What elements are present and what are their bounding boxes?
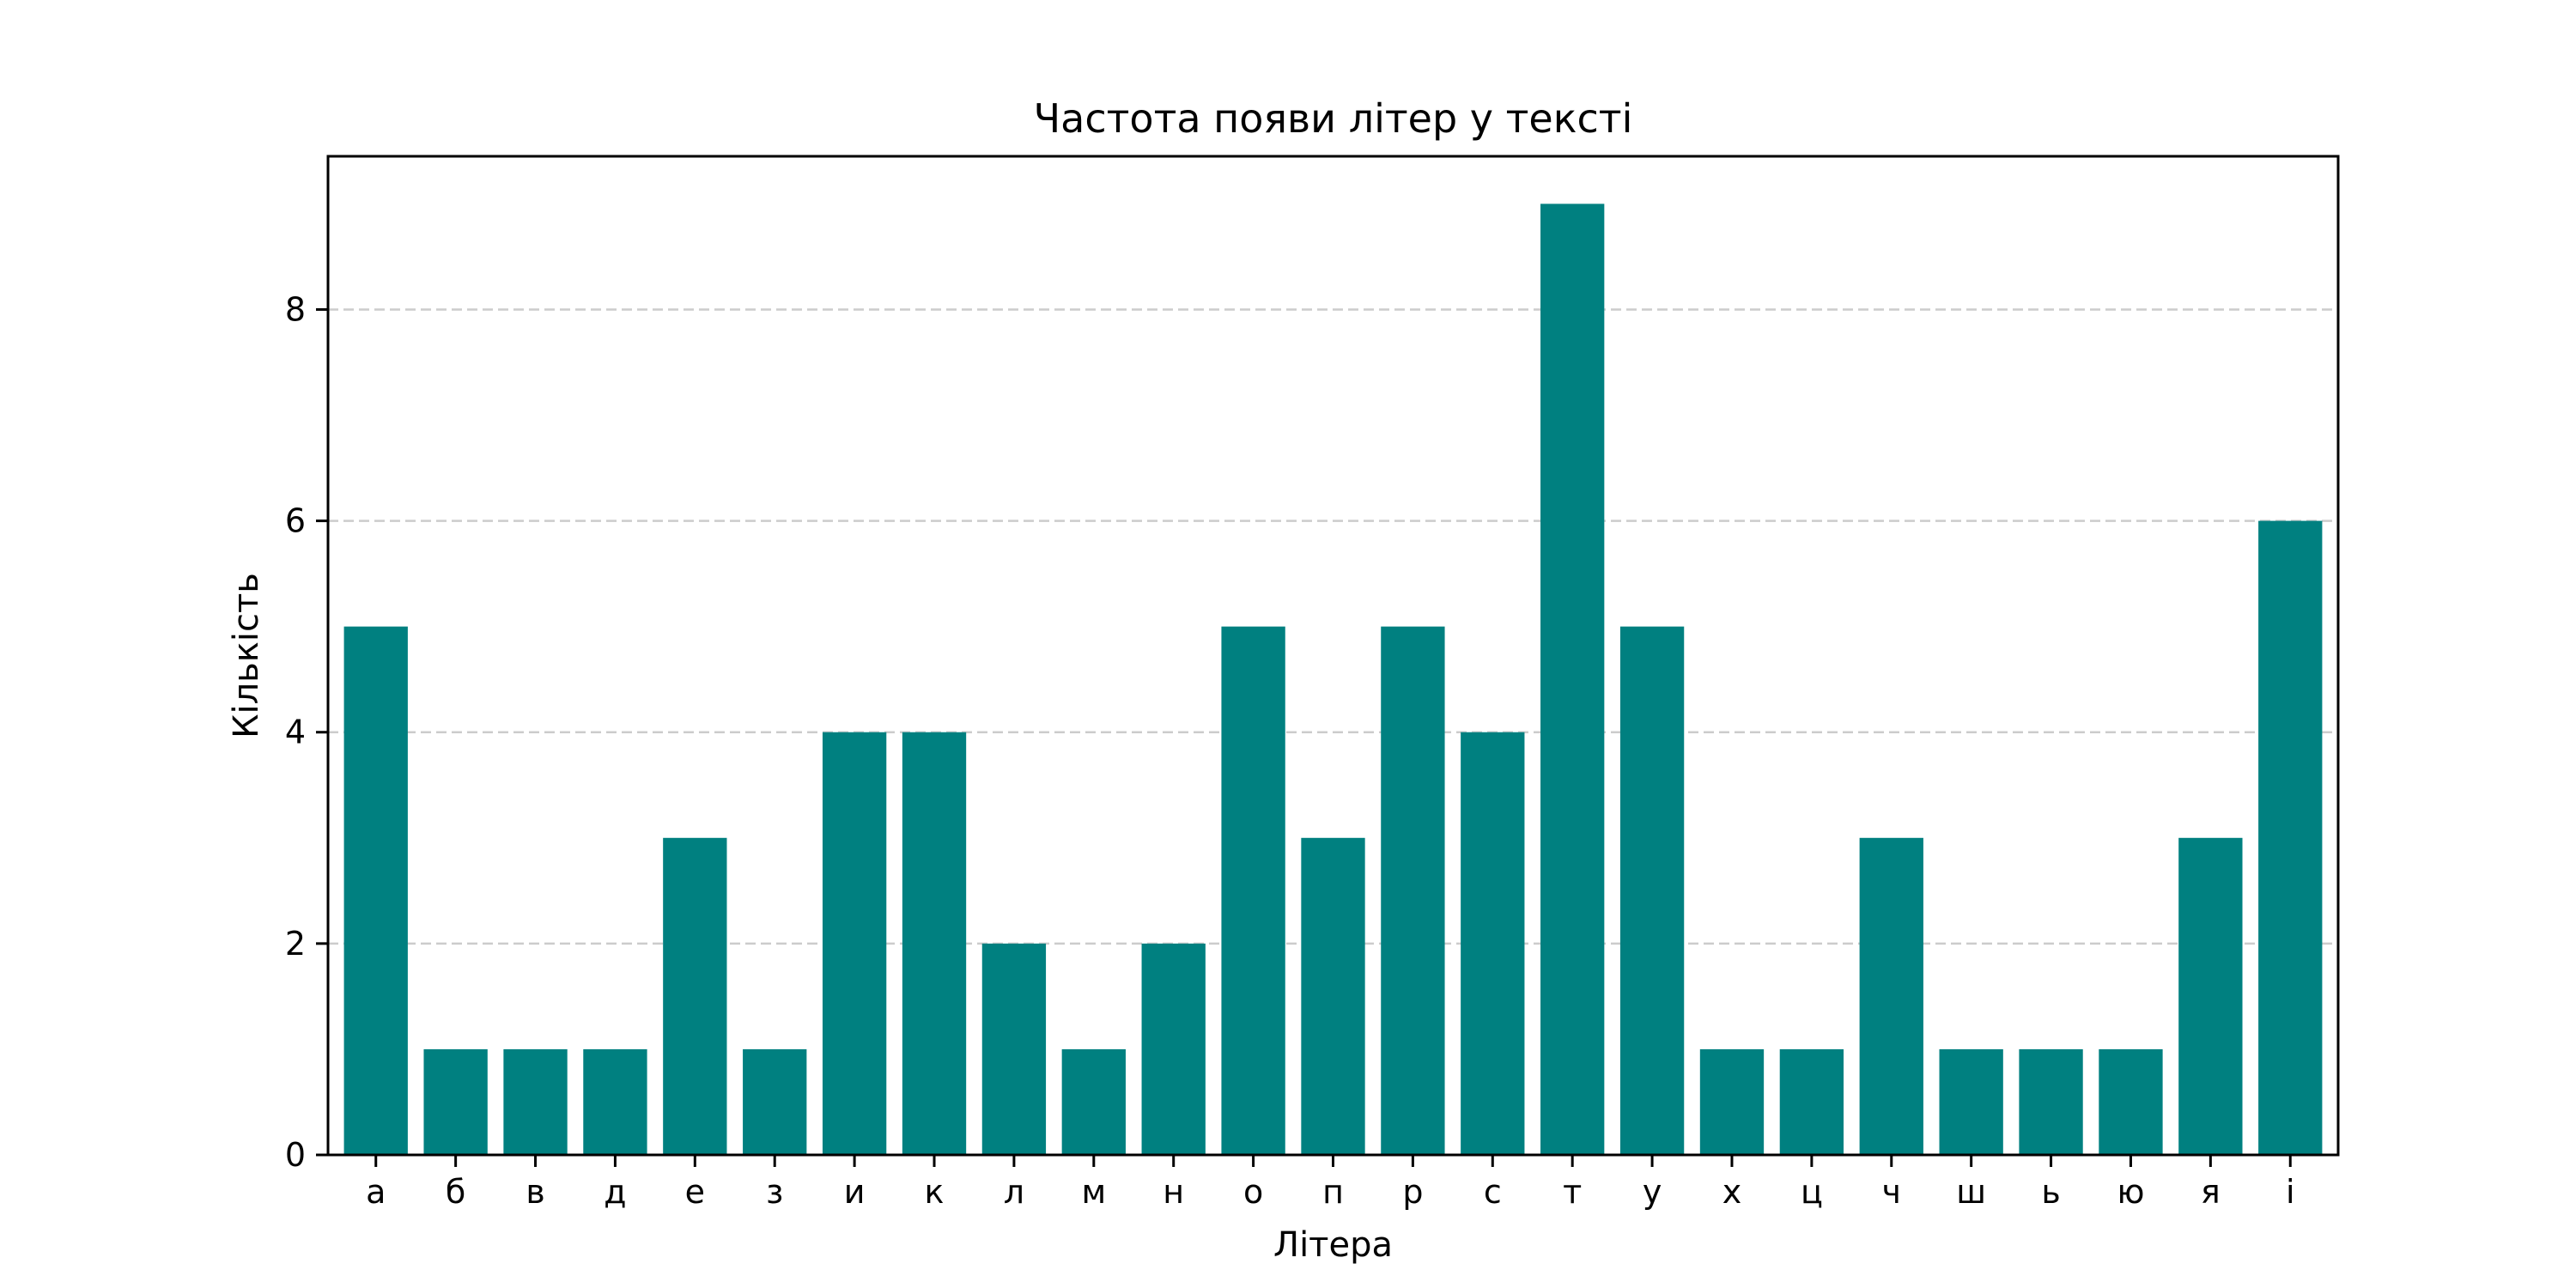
- y-axis-label: Кількість: [227, 573, 266, 738]
- x-tick-label: п: [1322, 1173, 1344, 1211]
- bar-ч: [1859, 837, 1923, 1155]
- bar-л: [981, 943, 1047, 1155]
- x-tick-label: д: [604, 1173, 626, 1211]
- bar-ю: [2099, 1048, 2163, 1155]
- bar-и: [822, 732, 887, 1155]
- bar-б: [423, 1048, 488, 1155]
- bar-к: [902, 732, 967, 1155]
- bar-х: [1699, 1048, 1765, 1155]
- bar-я: [2178, 837, 2243, 1155]
- x-tick-label: ц: [1801, 1173, 1823, 1211]
- bar-і: [2258, 520, 2323, 1155]
- y-tick-label: 4: [285, 714, 306, 751]
- bars: [343, 204, 2323, 1155]
- x-tick-label: и: [844, 1173, 866, 1211]
- bar-у: [1619, 626, 1685, 1155]
- x-tick-label: і: [2286, 1173, 2295, 1211]
- bar-н: [1141, 943, 1206, 1155]
- y-tick-label: 6: [285, 502, 306, 540]
- y-tick-label: 8: [285, 290, 306, 328]
- x-tick-label: ю: [2117, 1173, 2144, 1211]
- x-tick-label: н: [1163, 1173, 1184, 1211]
- bar-т: [1540, 204, 1605, 1155]
- x-tick-label: ш: [1956, 1173, 1986, 1211]
- x-tick-label: х: [1722, 1173, 1742, 1211]
- bar-в: [503, 1048, 568, 1155]
- bar-м: [1061, 1048, 1126, 1155]
- x-tick-label: а: [366, 1173, 386, 1211]
- y-tick-label: 0: [285, 1136, 306, 1174]
- x-tick-label: з: [766, 1173, 783, 1211]
- bar-д: [583, 1048, 647, 1155]
- x-tick-label: р: [1402, 1173, 1423, 1211]
- x-tick-label: л: [1004, 1173, 1024, 1211]
- bar-е: [663, 837, 727, 1155]
- x-tick-label: о: [1243, 1173, 1263, 1211]
- bar-р: [1381, 626, 1445, 1155]
- x-tick-label: е: [685, 1173, 705, 1211]
- x-tick-label: м: [1081, 1173, 1106, 1211]
- chart-title: Частота появи літер у тексті: [1034, 95, 1633, 142]
- bar-п: [1301, 837, 1365, 1155]
- x-tick-label: т: [1563, 1173, 1582, 1211]
- bar-ш: [1939, 1048, 2003, 1155]
- x-tick-label: ч: [1882, 1173, 1901, 1211]
- bar-з: [743, 1048, 807, 1155]
- bar-а: [343, 626, 408, 1155]
- y-axis-ticks: 0 2 4 6 8: [285, 290, 328, 1174]
- x-tick-label: у: [1643, 1173, 1662, 1211]
- bar-с: [1461, 732, 1525, 1155]
- bar-ц: [1779, 1048, 1844, 1155]
- x-tick-label: к: [925, 1173, 945, 1211]
- x-tick-label: в: [526, 1173, 544, 1211]
- x-axis-label: Літера: [1273, 1225, 1393, 1265]
- y-tick-label: 2: [285, 925, 306, 963]
- x-tick-label: б: [446, 1173, 465, 1211]
- bar-ь: [2019, 1048, 2083, 1155]
- x-tick-label: ь: [2041, 1173, 2060, 1211]
- x-tick-label: с: [1484, 1173, 1502, 1211]
- x-tick-label: я: [2201, 1173, 2221, 1211]
- bar-о: [1221, 626, 1285, 1155]
